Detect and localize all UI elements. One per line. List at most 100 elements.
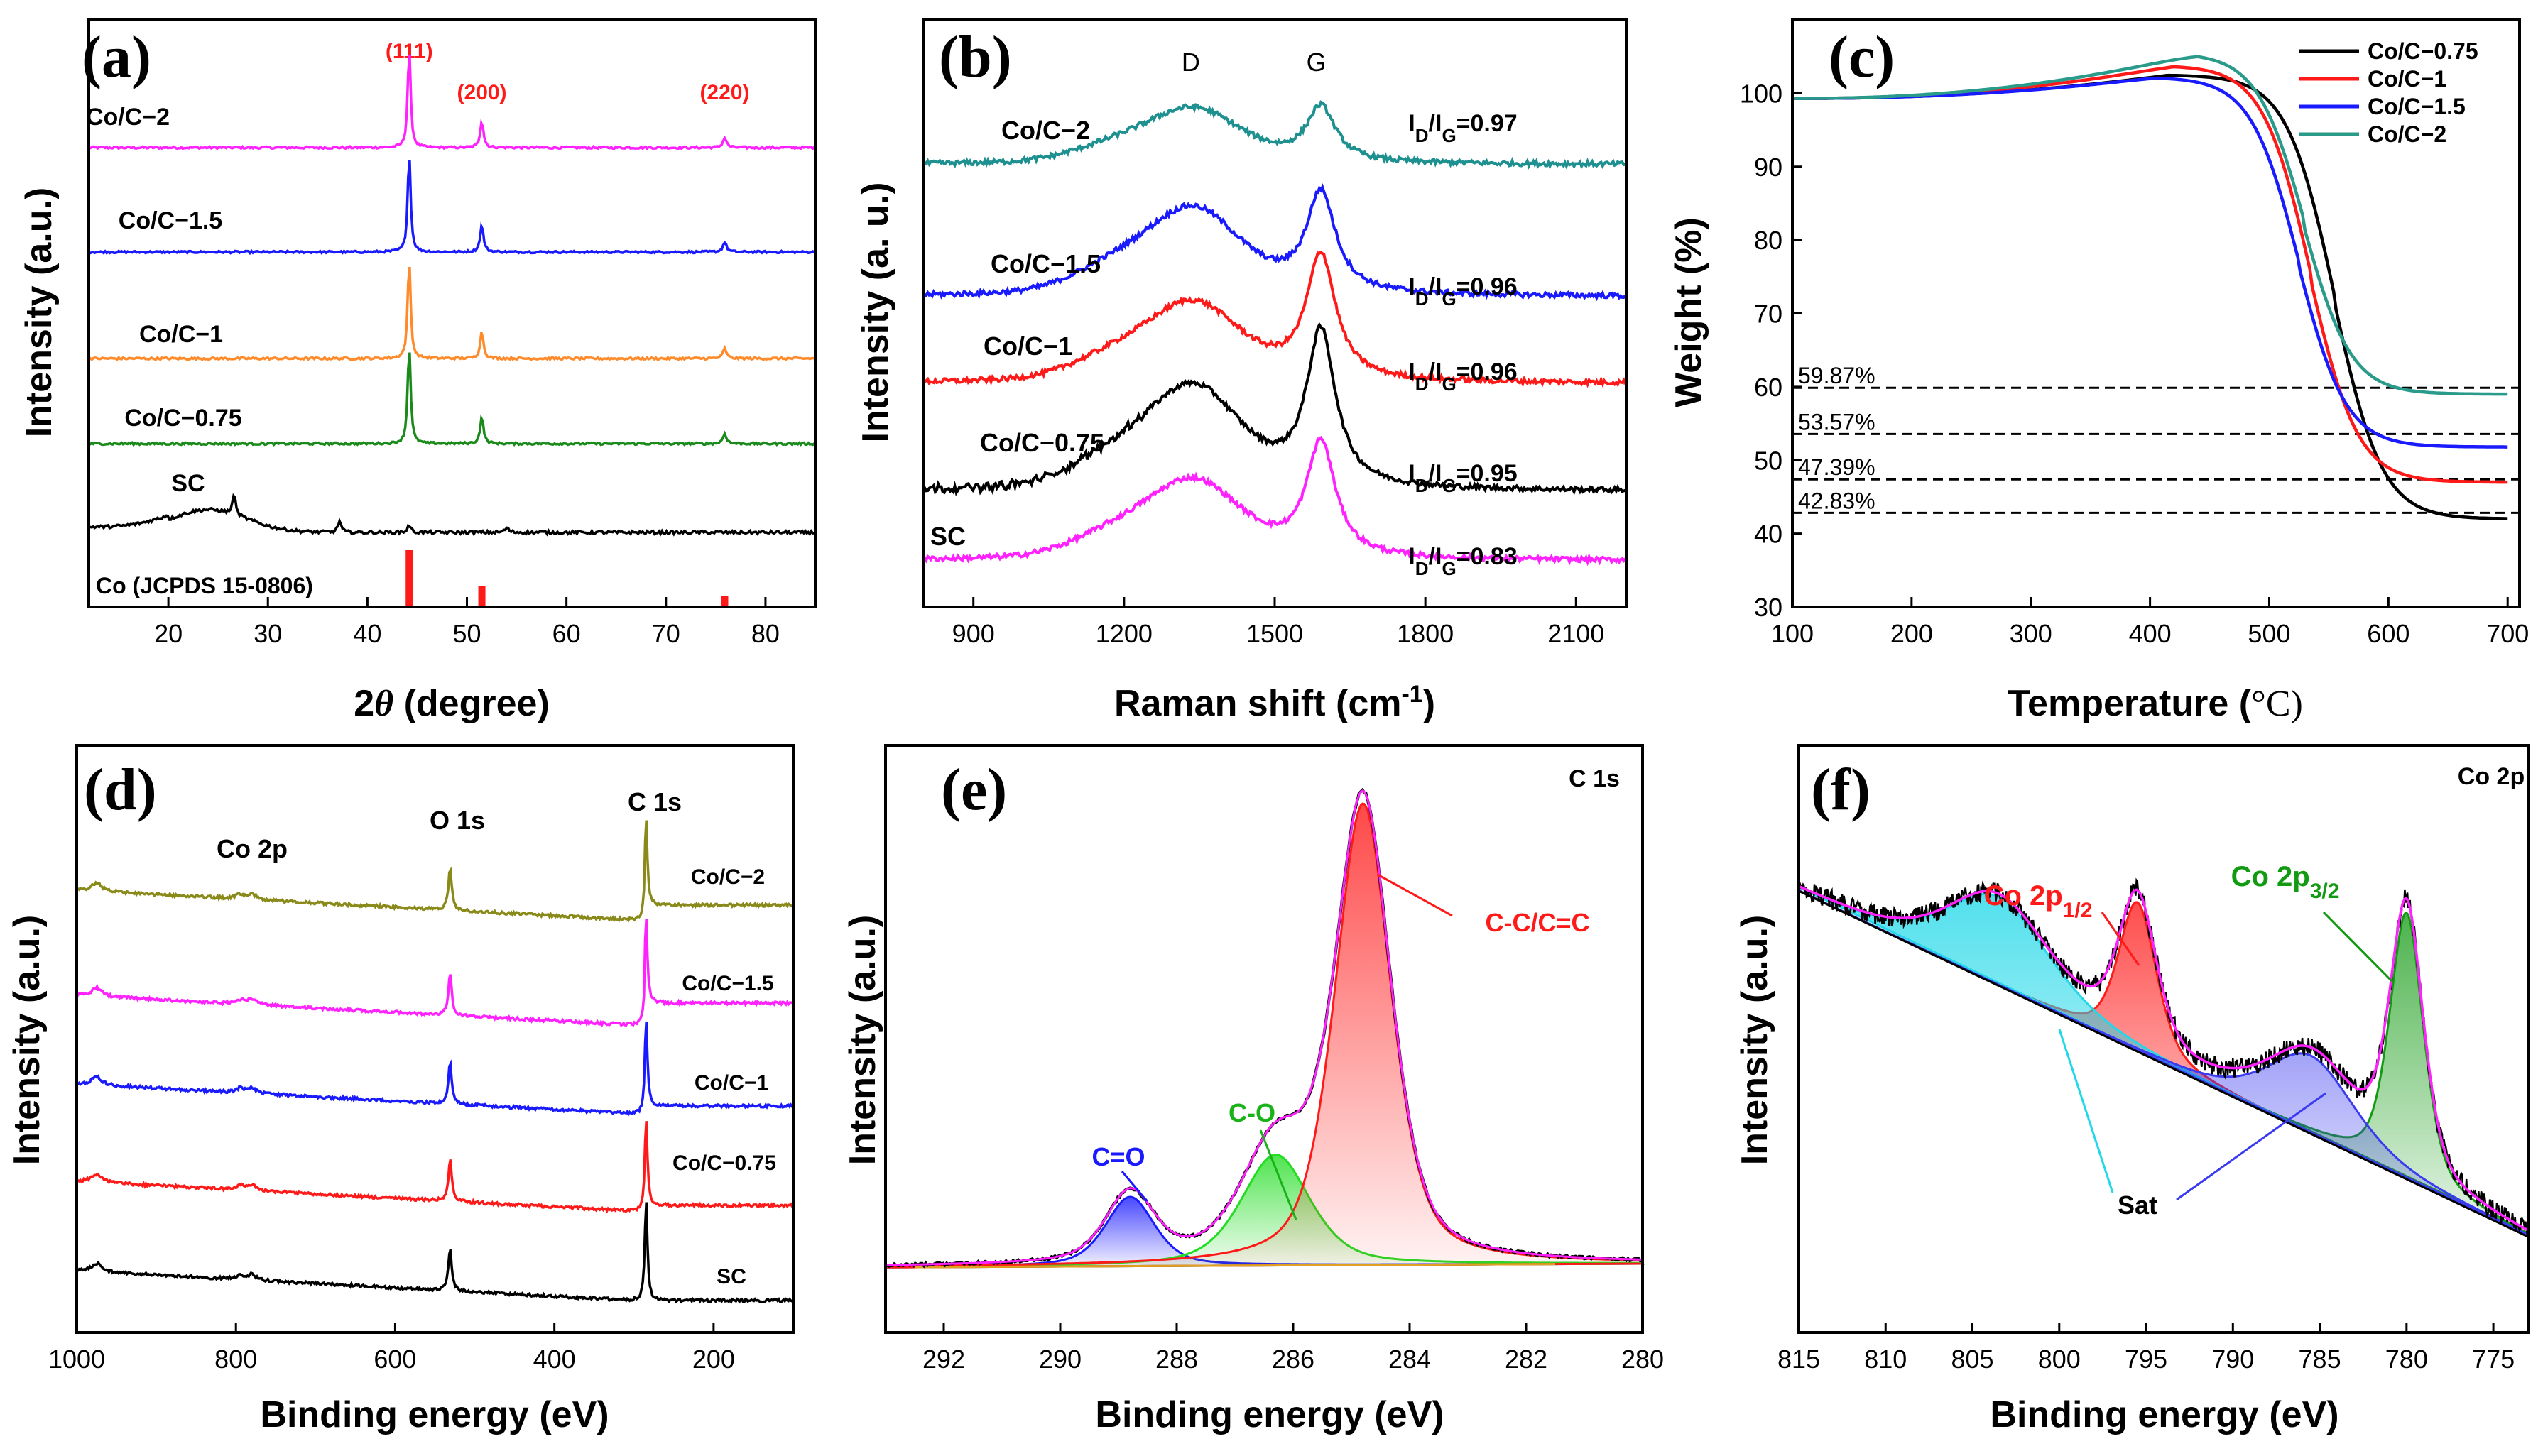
panel-b: 900 1200 1500 1800 2100 (b) Raman shift (cm-1)… xyxy=(855,24,1627,724)
baseline xyxy=(1798,890,2529,1238)
x-tick-label: 805 xyxy=(1951,1345,1993,1374)
y-axis-title: Intensity (a.u.) xyxy=(6,915,48,1165)
xlabel-part: Raman shift (cm xyxy=(1114,683,1402,724)
x-tick-label: 785 xyxy=(2299,1345,2341,1374)
panel-e: 292 290 288 286 284 282 280 (e) C 1s Binding ener… xyxy=(842,757,1664,1435)
x-tick-label: 284 xyxy=(1388,1345,1431,1374)
x-axis-title: Temperature (°C) xyxy=(2008,683,2303,724)
y-tick-label: 60 xyxy=(1754,373,1782,402)
x-tick-label: 100 xyxy=(1771,619,1814,648)
panel-f-frame xyxy=(1797,744,2530,1334)
x-tick-label: 80 xyxy=(751,619,780,648)
x-tick-label: 300 xyxy=(2010,619,2052,648)
y-axis-title: Intensity (a.u.) xyxy=(842,915,883,1165)
x-tick-label: 1200 xyxy=(1096,619,1153,648)
y-tick-label: 100 xyxy=(1740,79,1782,108)
x-tick-label: 200 xyxy=(692,1345,735,1374)
baseline xyxy=(914,1263,1556,1269)
x-tick-label: 800 xyxy=(2038,1345,2081,1374)
panel-label-f: (f) xyxy=(1811,757,1871,823)
x-axis-title: Binding energy (eV) xyxy=(260,1394,609,1435)
ratio-part: I xyxy=(1408,543,1415,570)
xrd-line-2 xyxy=(87,266,815,362)
x-tick-label: 600 xyxy=(374,1345,416,1374)
raman-line-2 xyxy=(922,250,1627,388)
x-axis-title: Raman shift (cm-1) xyxy=(1114,681,1435,724)
x-tick-label: 1800 xyxy=(1397,619,1454,648)
legend-label: Co/C−0.75 xyxy=(2368,38,2478,64)
xlabel-part: ) xyxy=(1423,683,1435,724)
x-tick-label: 600 xyxy=(2367,619,2409,648)
y-axis-title: Intensity (a. u.) xyxy=(855,182,896,443)
pointer xyxy=(1121,1171,1148,1202)
x-tick-label: 795 xyxy=(2125,1345,2167,1374)
ratio-part: /I xyxy=(1429,110,1442,137)
ratio-sub: D xyxy=(1415,288,1429,310)
series-label: Co/C−1.5 xyxy=(119,207,222,234)
label-main: Co 2p xyxy=(2231,861,2310,892)
y-tick-label: 40 xyxy=(1754,520,1782,549)
pointer xyxy=(2058,1029,2114,1193)
x-tick-label: 900 xyxy=(952,619,995,648)
residue-label: 42.83% xyxy=(1798,488,1875,513)
x-tick-label: 2100 xyxy=(1547,619,1604,648)
reference-bar xyxy=(721,596,729,607)
ratio-value: =0.83 xyxy=(1456,543,1518,570)
panel-label-a: (a) xyxy=(82,24,151,90)
panel-d: 1000 800 600 400 200 (d) Binding energy (eV) In… xyxy=(6,757,795,1435)
xlabel-theta: θ xyxy=(374,684,393,724)
panel-label-d: (d) xyxy=(84,757,157,823)
ratio-value: =0.97 xyxy=(1456,110,1518,137)
ratio-value: =0.95 xyxy=(1456,460,1518,487)
raman-line-1 xyxy=(922,183,1627,302)
x-tick-label: 282 xyxy=(1505,1345,1547,1374)
ratio-sub: G xyxy=(1442,373,1456,395)
band-label: D xyxy=(1182,48,1200,77)
ratio-part: I xyxy=(1408,358,1415,385)
series-label: Co/C−2 xyxy=(691,865,765,889)
panel-d-frame xyxy=(75,744,795,1334)
y-axis-title: Intensity (a.u.) xyxy=(1734,915,1775,1165)
xrd-line-4 xyxy=(88,493,815,537)
component-label: Co 2p3/2 xyxy=(2231,861,2340,903)
y-tick-label: 50 xyxy=(1754,446,1782,475)
series-label: SC xyxy=(930,522,966,551)
y-axis-title: Intensity (a.u.) xyxy=(18,187,60,437)
y-tick-label: 70 xyxy=(1754,300,1782,329)
x-tick-label: 20 xyxy=(154,619,183,648)
xps-line-3 xyxy=(75,1121,794,1214)
ratio-part: I xyxy=(1408,273,1415,300)
panel-f: 815 810 805 800 795 790 785 780 775 (f) Co 2p Bindi… xyxy=(1734,757,2530,1435)
label-main: Co 2p xyxy=(1984,880,2063,912)
reference-bar xyxy=(478,586,486,607)
component-label: Co 2p1/2 xyxy=(1984,880,2093,922)
ratio-label: ID/IG=0.97 xyxy=(1408,110,1517,146)
residue-label: 59.87% xyxy=(1798,363,1875,388)
series-label: Co/C−0.75 xyxy=(980,428,1104,457)
x-tick-label: 292 xyxy=(922,1345,965,1374)
panel-a: 20 30 40 50 60 70 80 (a) 2θ (degree) Intensity (a… xyxy=(18,24,815,724)
series-label: Co/C−0.75 xyxy=(124,405,241,432)
x-tick-label: 70 xyxy=(652,619,680,648)
ratio-value: =0.96 xyxy=(1456,273,1518,300)
x-tick-label: 400 xyxy=(2129,619,2172,648)
component-label: C=O xyxy=(1091,1142,1145,1171)
series-label: SC xyxy=(171,470,205,497)
x-tick-label: 50 xyxy=(452,619,481,648)
residue-label: 53.57% xyxy=(1798,409,1875,434)
x-tick-label: 290 xyxy=(1039,1345,1082,1374)
legend-label: Co/C−1 xyxy=(2368,66,2446,92)
band-label: G xyxy=(1307,48,1327,77)
ratio-part: /I xyxy=(1429,460,1442,487)
ratio-value: =0.96 xyxy=(1456,358,1518,385)
tga-line-3 xyxy=(1792,55,2508,396)
sat-label: Sat xyxy=(2118,1190,2157,1220)
ratio-sub: D xyxy=(1415,373,1429,395)
component-label: C-O xyxy=(1229,1098,1275,1127)
x-tick-label: 1500 xyxy=(1246,619,1303,648)
ratio-part: I xyxy=(1408,110,1415,137)
raman-line-0 xyxy=(922,100,1626,170)
legend-label: Co/C−2 xyxy=(2368,121,2446,147)
reference-bar xyxy=(405,550,413,607)
ratio-label: ID/IG=0.83 xyxy=(1408,543,1517,579)
